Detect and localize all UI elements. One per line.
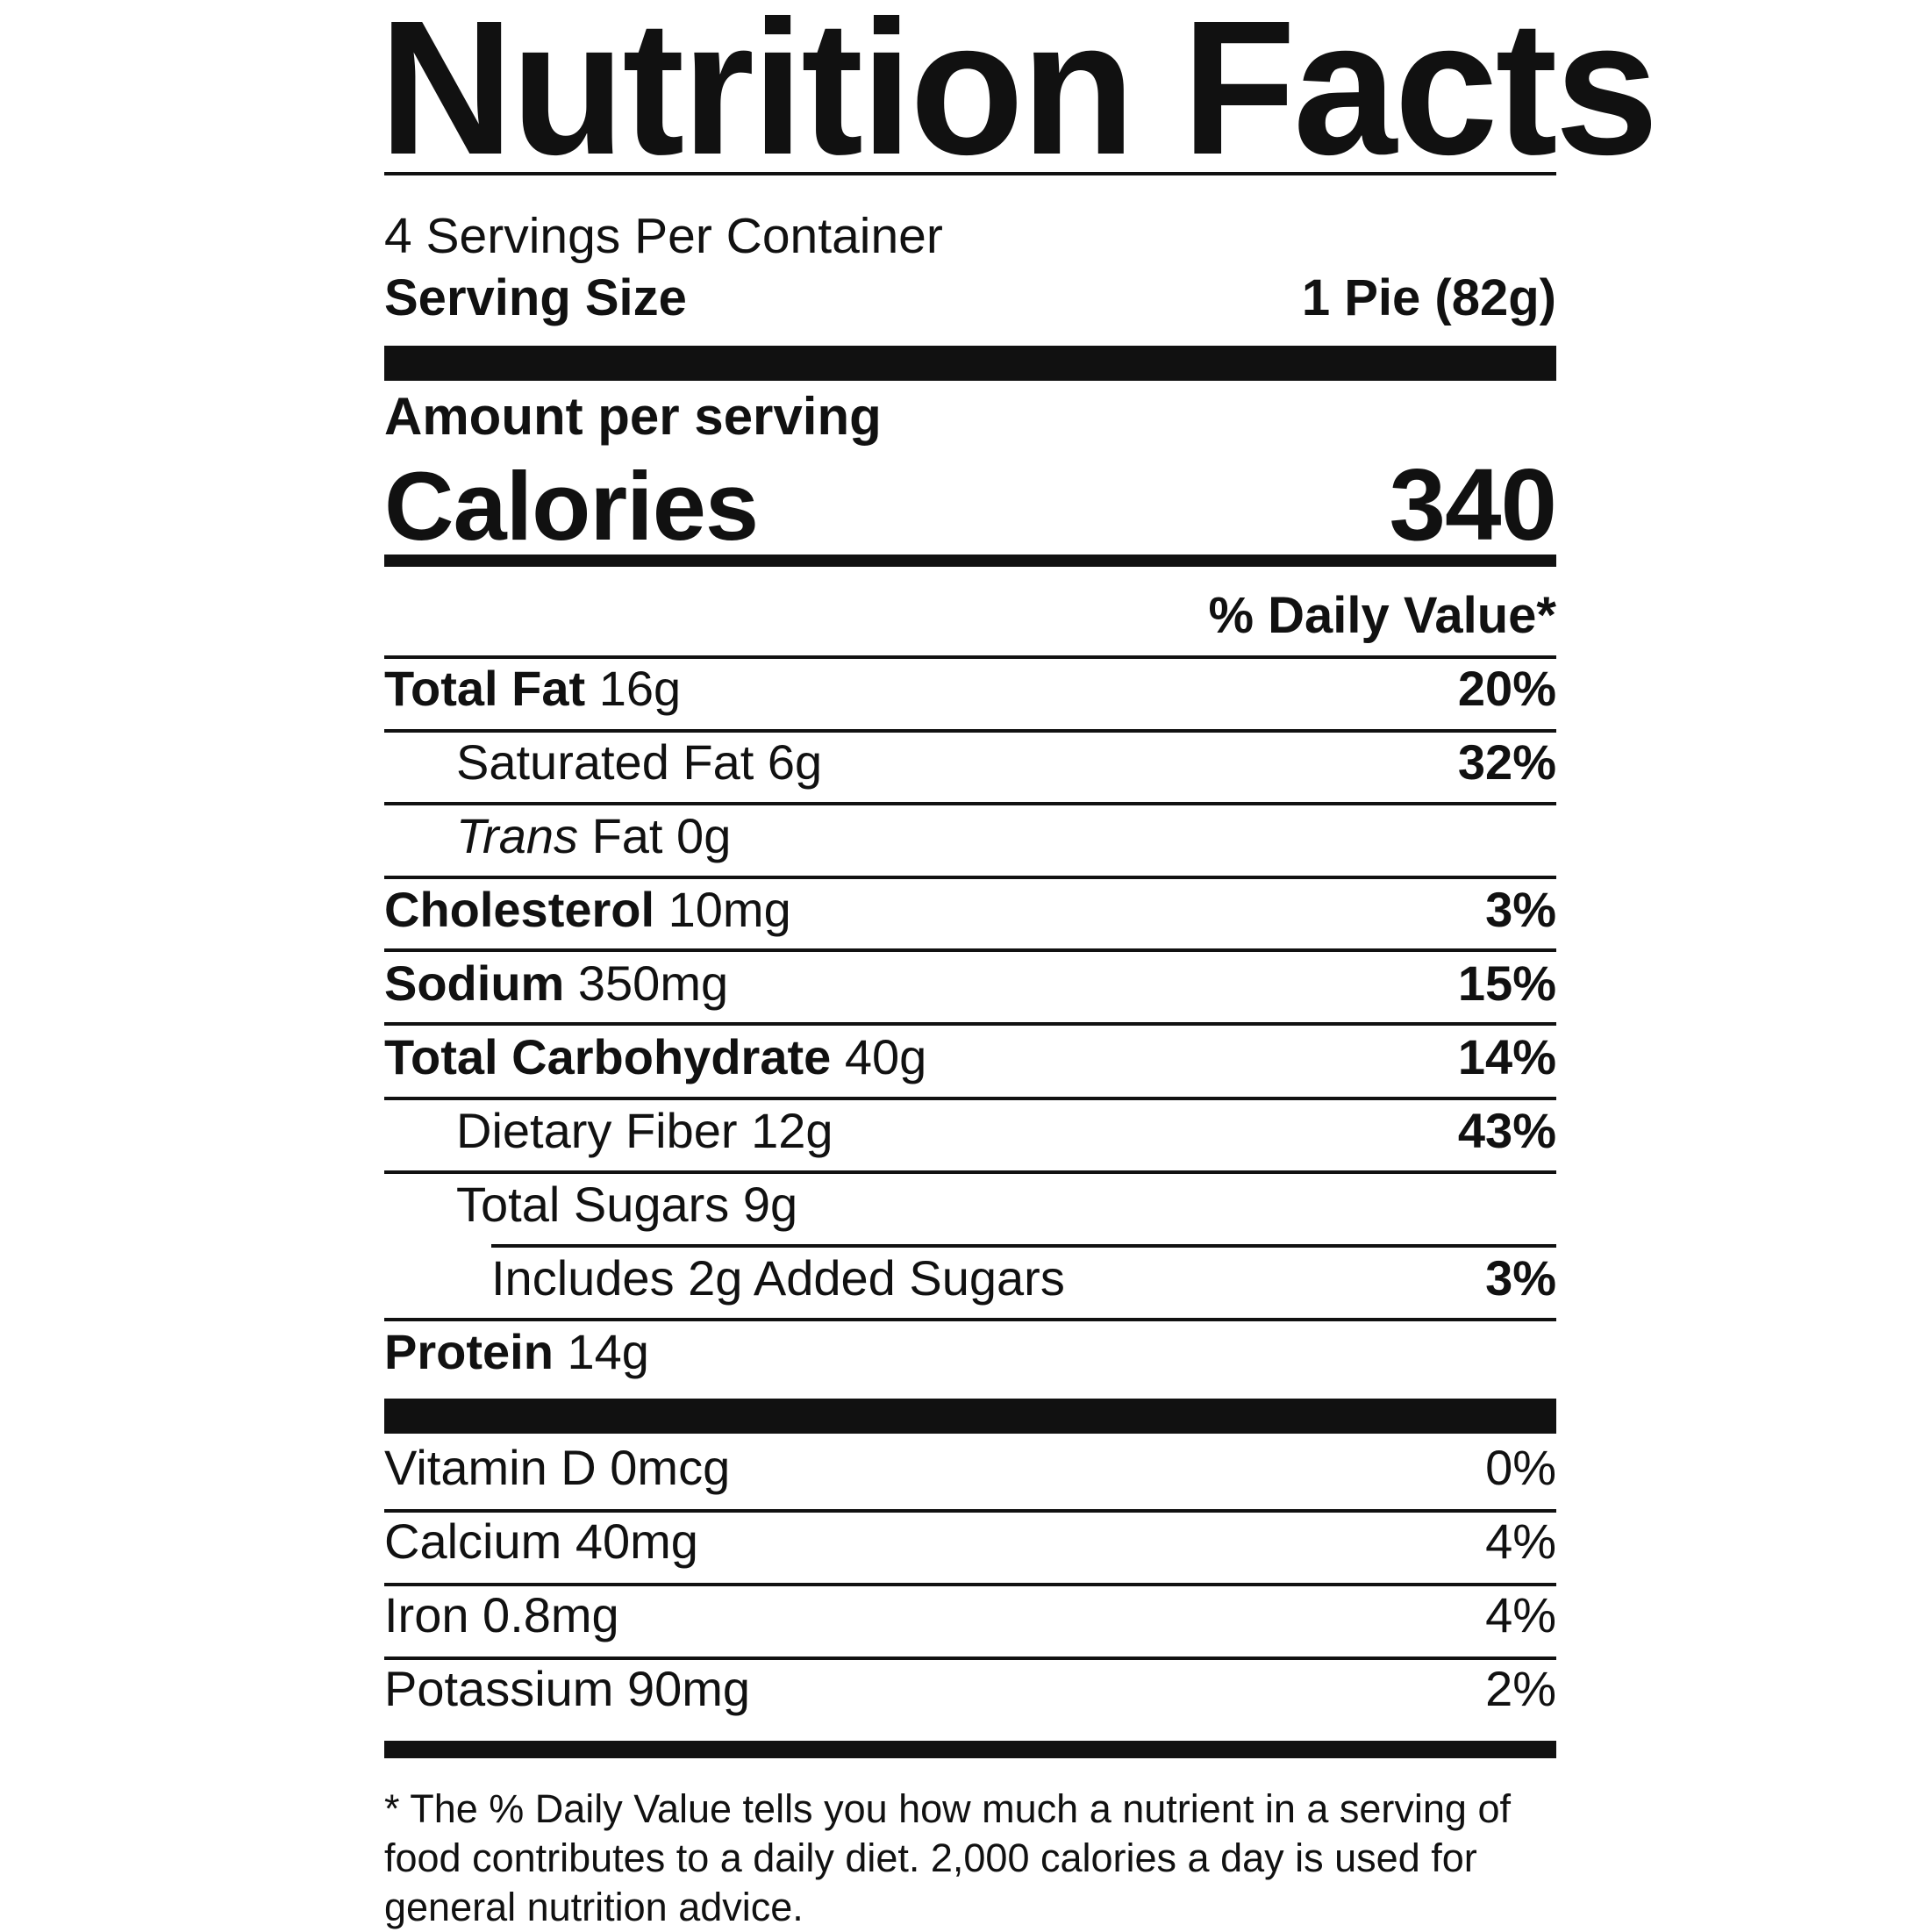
nutrient-dv: 3% bbox=[1485, 1250, 1556, 1306]
nutrient-row-dietary-fiber: Dietary Fiber 12g 43% bbox=[384, 1102, 1556, 1159]
nutrient-dv: 20% bbox=[1457, 661, 1556, 716]
nutrient-row-trans-fat: Trans Fat 0g bbox=[384, 807, 1556, 864]
nutrient-name: Saturated Fat bbox=[456, 734, 754, 790]
nutrient-amount: 14g bbox=[567, 1324, 649, 1379]
nutrient-name: Total Sugars bbox=[456, 1177, 730, 1232]
vitamin-row-vitamin-d: Vitamin D 0mcg 0% bbox=[384, 1439, 1556, 1496]
vitamin-text: Vitamin D 0mcg bbox=[384, 1440, 731, 1495]
dv-header-rule bbox=[384, 655, 1556, 659]
calories-value: 340 bbox=[1389, 447, 1557, 562]
nutrient-row-total-fat: Total Fat 16g 20% bbox=[384, 660, 1556, 717]
nutrient-dv: 32% bbox=[1457, 734, 1556, 790]
nutrient-row-saturated-fat: Saturated Fat 6g 32% bbox=[384, 733, 1556, 791]
nutrient-amount: 0g bbox=[676, 808, 732, 863]
nutrient-row-protein: Protein 14g bbox=[384, 1323, 1556, 1380]
nutrient-amount: 10mg bbox=[668, 882, 791, 937]
nutrient-row-added-sugars: Includes 2g Added Sugars 3% bbox=[384, 1249, 1556, 1306]
nutrient-dv: 15% bbox=[1457, 955, 1556, 1011]
nutrient-row-total-sugars: Total Sugars 9g bbox=[384, 1176, 1556, 1233]
row-divider bbox=[384, 1170, 1556, 1174]
nutrient-name: Includes 2g Added Sugars bbox=[491, 1250, 1065, 1306]
nutrient-name: Fat bbox=[591, 808, 663, 863]
row-divider bbox=[384, 1583, 1556, 1586]
row-divider bbox=[384, 1318, 1556, 1321]
vitamin-row-potassium: Potassium 90mg 2% bbox=[384, 1660, 1556, 1717]
nutrient-row-sodium: Sodium 350mg 15% bbox=[384, 955, 1556, 1012]
vitamin-dv: 2% bbox=[1485, 1661, 1556, 1716]
nutrient-row-total-carbohydrate: Total Carbohydrate 40g 14% bbox=[384, 1028, 1556, 1085]
vitamin-text: Calcium 40mg bbox=[384, 1513, 698, 1569]
nutrient-amount: 40g bbox=[844, 1029, 927, 1084]
amount-per-serving: Amount per serving bbox=[384, 387, 882, 446]
nutrient-dv: 14% bbox=[1457, 1029, 1556, 1084]
thick-rule-top bbox=[384, 346, 1556, 381]
thick-rule-vitamins bbox=[384, 1399, 1556, 1434]
serving-size-row: Serving Size 1 Pie (82g) bbox=[384, 268, 1556, 327]
vitamin-text: Potassium 90mg bbox=[384, 1661, 751, 1716]
calories-row: Calories 340 bbox=[384, 446, 1557, 563]
calories-rule bbox=[384, 555, 1556, 567]
title-rule bbox=[384, 172, 1556, 175]
bottom-rule bbox=[384, 1741, 1556, 1758]
vitamin-text: Iron 0.8mg bbox=[384, 1587, 619, 1642]
row-divider bbox=[384, 1022, 1556, 1026]
nutrient-name: Cholesterol bbox=[384, 882, 655, 937]
nutrient-name-italic: Trans bbox=[456, 808, 578, 863]
row-divider bbox=[384, 1097, 1556, 1100]
row-divider bbox=[384, 1657, 1556, 1660]
nutrient-amount: 16g bbox=[598, 661, 682, 716]
vitamin-row-calcium: Calcium 40mg 4% bbox=[384, 1513, 1556, 1570]
row-divider-indented bbox=[491, 1244, 1556, 1248]
label-title: Nutrition Facts bbox=[379, 0, 1659, 195]
row-divider bbox=[384, 802, 1556, 805]
nutrient-name: Total Fat bbox=[384, 661, 586, 716]
nutrient-amount: 12g bbox=[751, 1103, 833, 1158]
nutrient-amount: 350mg bbox=[577, 955, 729, 1011]
servings-per-container: 4 Servings Per Container bbox=[384, 208, 943, 264]
vitamin-dv: 0% bbox=[1485, 1440, 1556, 1495]
nutrient-amount: 9g bbox=[742, 1177, 798, 1232]
row-divider bbox=[384, 876, 1556, 879]
nutrient-row-cholesterol: Cholesterol 10mg 3% bbox=[384, 881, 1556, 938]
serving-size-label: Serving Size bbox=[384, 269, 687, 326]
footnote: * The % Daily Value tells you how much a… bbox=[384, 1786, 1511, 1929]
row-divider bbox=[384, 948, 1556, 952]
daily-value-header: % Daily Value* bbox=[1208, 587, 1556, 644]
serving-size-value: 1 Pie (82g) bbox=[1301, 269, 1556, 326]
nutrient-dv: 43% bbox=[1457, 1103, 1556, 1158]
vitamin-dv: 4% bbox=[1485, 1513, 1556, 1569]
nutrient-name: Sodium bbox=[384, 955, 565, 1011]
row-divider bbox=[384, 729, 1556, 733]
nutrient-amount: 6g bbox=[767, 734, 823, 790]
nutrient-dv: 3% bbox=[1485, 882, 1556, 937]
calories-label: Calories bbox=[384, 453, 759, 561]
row-divider bbox=[384, 1509, 1556, 1513]
nutrient-name: Protein bbox=[384, 1324, 554, 1379]
vitamin-dv: 4% bbox=[1485, 1587, 1556, 1642]
vitamin-row-iron: Iron 0.8mg 4% bbox=[384, 1586, 1556, 1643]
nutrient-name: Total Carbohydrate bbox=[384, 1029, 832, 1084]
nutrient-name: Dietary Fiber bbox=[456, 1103, 738, 1158]
